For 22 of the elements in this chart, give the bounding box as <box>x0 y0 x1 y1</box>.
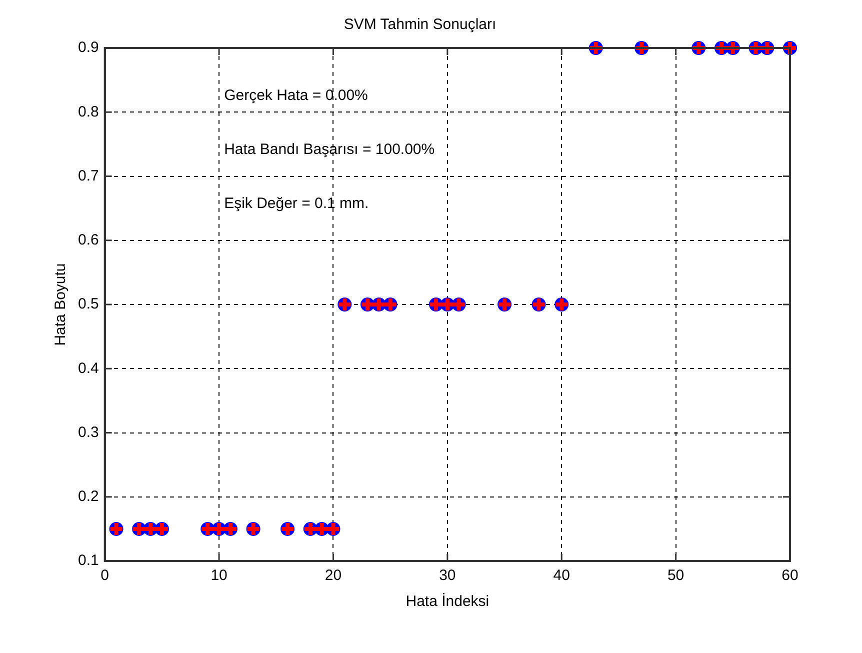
x-axis-title: Hata İndeksi <box>406 592 490 610</box>
y-tick-label: 0.2 <box>78 488 99 506</box>
x-tick-label: 10 <box>210 567 228 584</box>
annotation: Hata Bandı Başarısı = 100.00% <box>224 141 435 158</box>
x-tick-label: 60 <box>782 567 798 584</box>
y-tick-label: 0.9 <box>78 39 99 56</box>
x-tick-label: 50 <box>667 567 684 584</box>
x-tick-label: 30 <box>439 567 456 584</box>
y-tick-label: 0.1 <box>78 552 99 570</box>
annotation: Gerçek Hata = 0.00% <box>224 87 368 104</box>
x-tick-label: 0 <box>100 567 110 584</box>
y-tick-label: 0.6 <box>78 232 99 249</box>
x-tick-label: 20 <box>324 567 342 584</box>
chart-title: SVM Tahmin Sonuçları <box>344 16 496 34</box>
y-axis-title: Hata Boyutu <box>52 263 70 346</box>
y-tick-label: 0.3 <box>78 424 99 441</box>
y-tick-label: 0.5 <box>78 296 99 313</box>
y-tick-label: 0.8 <box>78 103 99 120</box>
x-tick-label: 40 <box>553 567 570 584</box>
y-tick-label: 0.4 <box>78 360 99 377</box>
y-tick-label: 0.7 <box>78 167 99 184</box>
annotation: Eşik Değer = 0.1 mm. <box>224 195 369 212</box>
